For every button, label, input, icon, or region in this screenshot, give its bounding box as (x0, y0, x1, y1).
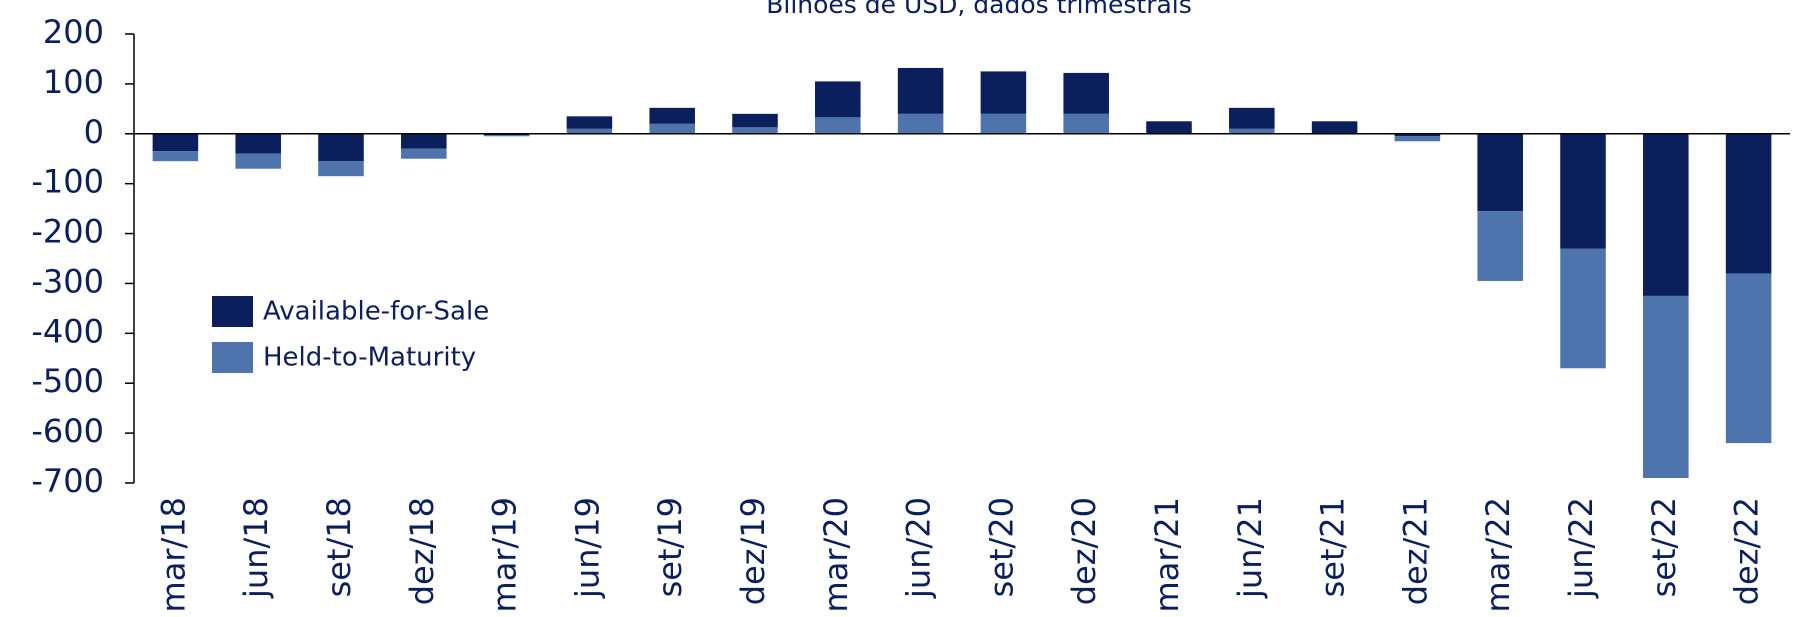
bar (318, 133, 364, 162)
bar (566, 128, 613, 134)
y-tick-label: 200 (43, 13, 104, 51)
x-tick-label: set/22 (1645, 497, 1683, 597)
y-tick-label: -400 (31, 312, 104, 350)
y-tick-label: 0 (84, 113, 104, 151)
bar (1560, 248, 1606, 369)
bar (649, 123, 695, 134)
bar (401, 148, 447, 159)
x-tick-label: mar/21 (1148, 497, 1186, 612)
x-tick-label: dez/19 (734, 497, 772, 605)
bar (1477, 211, 1523, 281)
bar (980, 113, 1027, 134)
x-tick-label: dez/22 (1728, 497, 1766, 605)
bar (1394, 133, 1441, 137)
x-tick-label: jun/21 (1231, 497, 1269, 599)
x-tick-label: jun/19 (568, 497, 606, 599)
bar (483, 135, 530, 137)
bar (732, 113, 778, 128)
bar (897, 113, 944, 134)
y-tick-label: -100 (31, 163, 104, 201)
bar (1725, 273, 1772, 444)
bar (152, 151, 199, 162)
x-tick-label: dez/18 (403, 497, 441, 605)
x-tick-label: mar/18 (154, 497, 192, 612)
y-tick-label: -300 (31, 262, 104, 300)
x-tick-label: dez/21 (1396, 497, 1434, 605)
bar (1477, 133, 1523, 212)
bar (980, 71, 1027, 114)
x-tick-label: set/21 (1314, 497, 1352, 597)
y-tick-label: 100 (43, 63, 104, 101)
chart-subtitle: Bilhões de USD, dados trimestrais (766, 0, 1192, 19)
bar (1643, 133, 1689, 296)
bar (1229, 128, 1275, 134)
legend-label: Held-to-Maturity (263, 343, 476, 373)
bar (1146, 121, 1192, 134)
bar (649, 107, 695, 124)
x-tick-label: jun/20 (900, 497, 938, 599)
bar (1560, 133, 1606, 249)
x-tick-label: mar/19 (486, 497, 524, 612)
x-tick-label: dez/20 (1065, 497, 1103, 605)
legend-label: Available-for-Sale (263, 297, 489, 327)
bar (235, 133, 281, 154)
bar (897, 67, 944, 114)
bar (815, 117, 861, 134)
legend-swatch (212, 342, 253, 373)
bar (1725, 133, 1772, 274)
bar (1311, 121, 1358, 134)
bar (401, 133, 447, 149)
x-tick-label: mar/22 (1479, 497, 1517, 612)
legend-swatch (212, 296, 253, 327)
y-tick-label: -600 (31, 412, 104, 450)
x-tick-label: set/18 (320, 497, 358, 597)
y-tick-label: -500 (31, 362, 104, 400)
bar (1229, 107, 1275, 129)
bar (1063, 72, 1109, 114)
bar (732, 127, 778, 134)
bar (152, 133, 199, 152)
bar (566, 116, 613, 129)
bar (815, 81, 861, 118)
x-tick-label: jun/18 (237, 497, 275, 599)
bar (1643, 295, 1689, 479)
y-tick-label: -200 (31, 213, 104, 251)
bar (1063, 113, 1109, 134)
x-tick-label: set/20 (982, 497, 1020, 597)
bar (1394, 136, 1441, 142)
x-tick-label: set/19 (651, 497, 689, 597)
x-tick-label: jun/22 (1562, 497, 1600, 599)
y-tick-label: -700 (31, 462, 104, 500)
bar (318, 161, 364, 177)
x-tick-label: mar/20 (817, 497, 855, 612)
bar (235, 153, 281, 169)
